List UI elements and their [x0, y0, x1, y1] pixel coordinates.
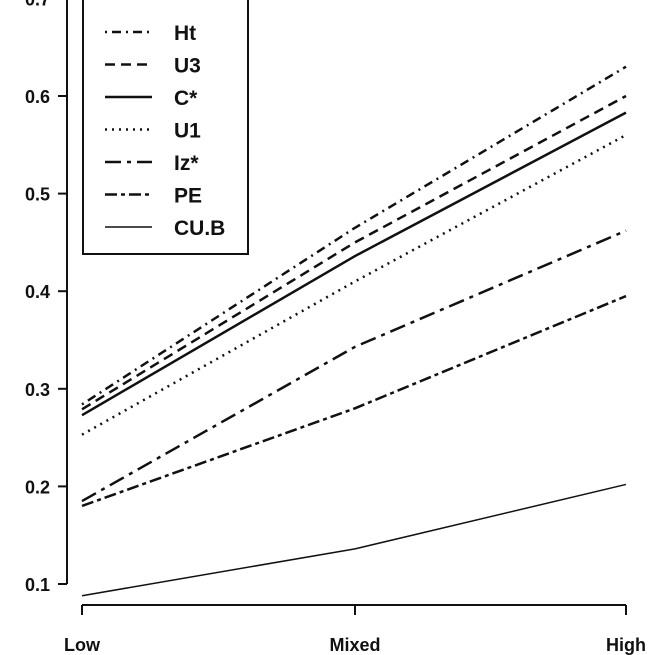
x-tick-label: Low: [64, 635, 101, 655]
series-line-iz: [81, 229, 627, 503]
legend-label: U3: [174, 55, 201, 78]
legend-label: Iz*: [174, 152, 199, 175]
y-tick-label: 0.7: [25, 0, 50, 9]
y-tick-label: 0.5: [25, 185, 50, 205]
legend-label: C*: [174, 87, 198, 110]
legend-label: U1: [174, 120, 201, 143]
series-line-cub: [81, 483, 627, 597]
y-tick-label: 0.2: [25, 477, 50, 497]
series-line-c: [81, 111, 627, 417]
series-line-ht: [81, 65, 627, 406]
x-tick-label: Mixed: [329, 635, 380, 655]
series-line-u1: [81, 133, 627, 436]
legend-label: Ht: [174, 22, 196, 45]
y-tick-label: 0.6: [25, 87, 50, 107]
series-line-pe: [81, 294, 627, 508]
legend-box: [82, 0, 249, 255]
y-tick-label: 0.4: [25, 282, 50, 302]
y-tick-label: 0.1: [25, 575, 50, 595]
x-tick-label: High: [606, 635, 646, 655]
legend-label: PE: [174, 185, 202, 208]
legend: Ht U3 C* U1 Iz* PE CU.B: [82, 0, 249, 255]
legend-label: CU.B: [174, 217, 225, 240]
y-tick-label: 0.3: [25, 380, 50, 400]
